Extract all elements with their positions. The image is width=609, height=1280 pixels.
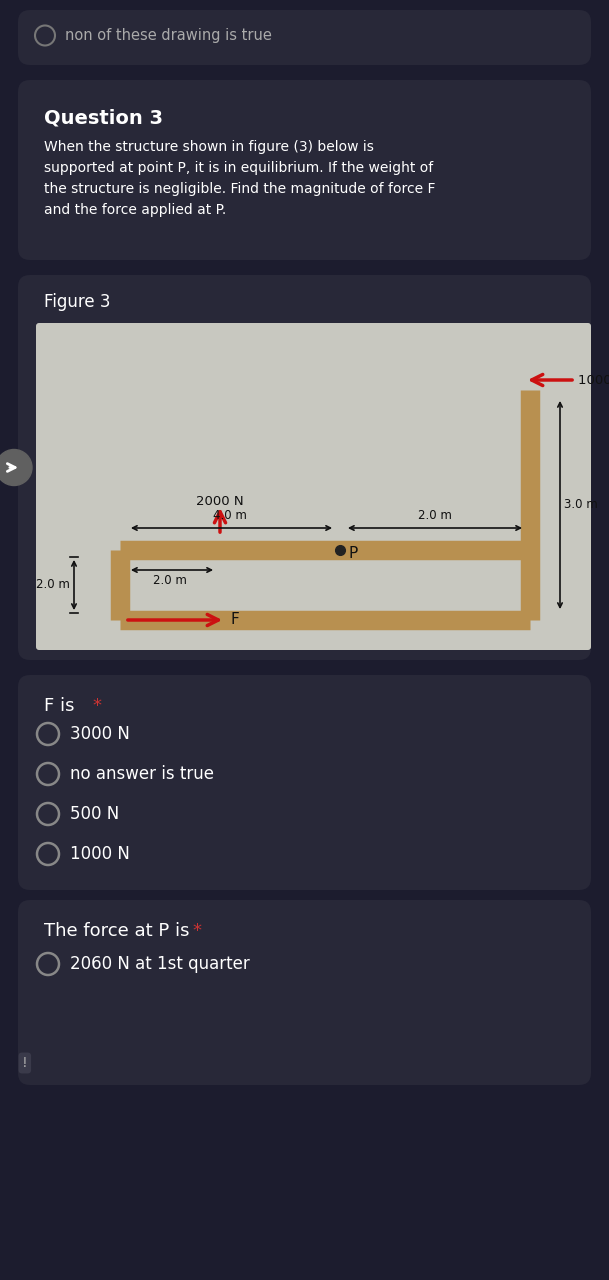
Text: *: * — [92, 698, 101, 716]
Text: 2000 N: 2000 N — [196, 495, 244, 508]
FancyBboxPatch shape — [36, 323, 591, 650]
Text: 1000 N: 1000 N — [578, 374, 609, 387]
Text: Question 3: Question 3 — [44, 108, 163, 127]
Text: non of these drawing is true: non of these drawing is true — [65, 28, 272, 44]
Text: The force at P is: The force at P is — [44, 922, 189, 940]
Text: When the structure shown in figure (3) below is
supported at point P, it is in e: When the structure shown in figure (3) b… — [44, 140, 435, 218]
Text: 3.0 m: 3.0 m — [564, 498, 598, 512]
Text: 2.0 m: 2.0 m — [153, 573, 187, 588]
Circle shape — [0, 449, 32, 485]
Text: 4.0 m: 4.0 m — [213, 509, 247, 522]
Text: 500 N: 500 N — [70, 805, 119, 823]
Text: P: P — [348, 547, 357, 561]
Text: Figure 3: Figure 3 — [44, 293, 110, 311]
FancyBboxPatch shape — [18, 275, 591, 660]
Text: 2.0 m: 2.0 m — [36, 579, 70, 591]
Text: no answer is true: no answer is true — [70, 765, 214, 783]
FancyBboxPatch shape — [18, 900, 591, 1085]
Text: *: * — [192, 922, 201, 940]
Text: 2060 N at 1st quarter: 2060 N at 1st quarter — [70, 955, 250, 973]
Text: 2.0 m: 2.0 m — [418, 509, 452, 522]
Text: F: F — [230, 613, 239, 627]
Text: !: ! — [22, 1056, 27, 1070]
Text: 1000 N: 1000 N — [70, 845, 130, 863]
FancyBboxPatch shape — [18, 79, 591, 260]
FancyBboxPatch shape — [18, 10, 591, 65]
Text: F is: F is — [44, 698, 74, 716]
FancyBboxPatch shape — [18, 675, 591, 890]
Text: 3000 N: 3000 N — [70, 724, 130, 742]
